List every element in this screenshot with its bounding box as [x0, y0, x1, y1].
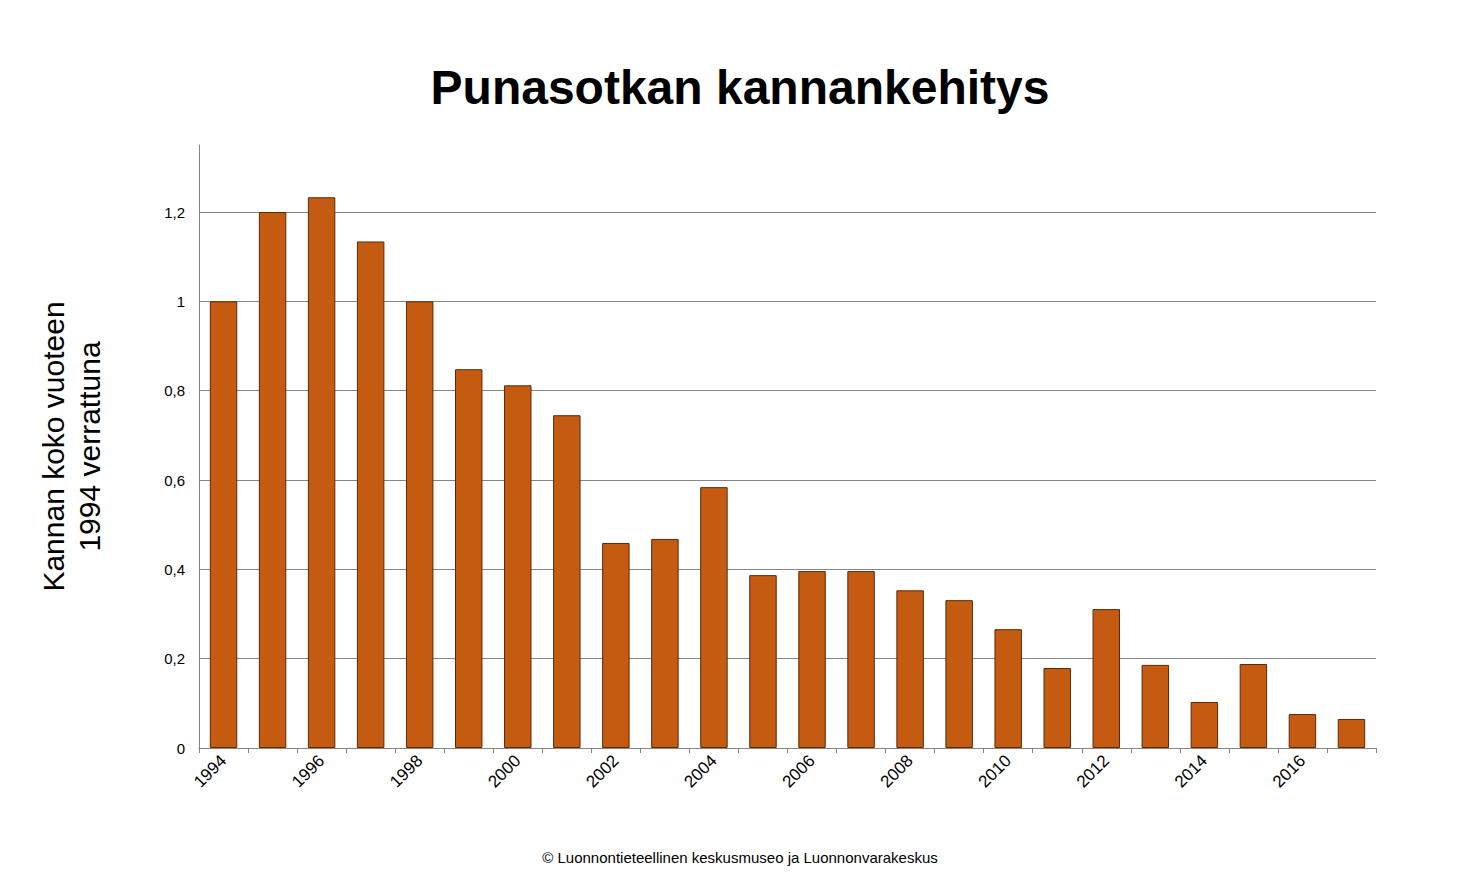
svg-text:1998: 1998: [386, 751, 426, 791]
svg-text:0,8: 0,8: [164, 382, 185, 399]
svg-text:2016: 2016: [1269, 751, 1309, 791]
svg-text:2002: 2002: [582, 751, 622, 791]
svg-text:1994 verrattuna: 1994 verrattuna: [73, 341, 106, 551]
svg-text:0,4: 0,4: [164, 561, 185, 578]
svg-text:2000: 2000: [484, 751, 524, 791]
svg-text:1996: 1996: [288, 751, 328, 791]
svg-text:2006: 2006: [779, 751, 819, 791]
svg-text:© Luonnontieteellinen keskusmu: © Luonnontieteellinen keskusmuseo ja Luo…: [542, 849, 937, 866]
svg-text:2008: 2008: [877, 751, 917, 791]
svg-text:0: 0: [177, 740, 185, 757]
svg-text:2014: 2014: [1171, 751, 1211, 791]
svg-text:2012: 2012: [1073, 751, 1113, 791]
svg-text:0,6: 0,6: [164, 472, 185, 489]
svg-text:1: 1: [177, 293, 185, 310]
svg-text:2010: 2010: [975, 751, 1015, 791]
svg-text:1,2: 1,2: [164, 204, 185, 221]
svg-text:0,2: 0,2: [164, 650, 185, 667]
svg-text:1994: 1994: [190, 751, 230, 791]
svg-text:Punasotkan kannankehitys: Punasotkan kannankehitys: [431, 61, 1050, 114]
svg-text:Kannan koko vuoteen: Kannan koko vuoteen: [37, 301, 70, 591]
svg-text:2004: 2004: [680, 751, 720, 791]
